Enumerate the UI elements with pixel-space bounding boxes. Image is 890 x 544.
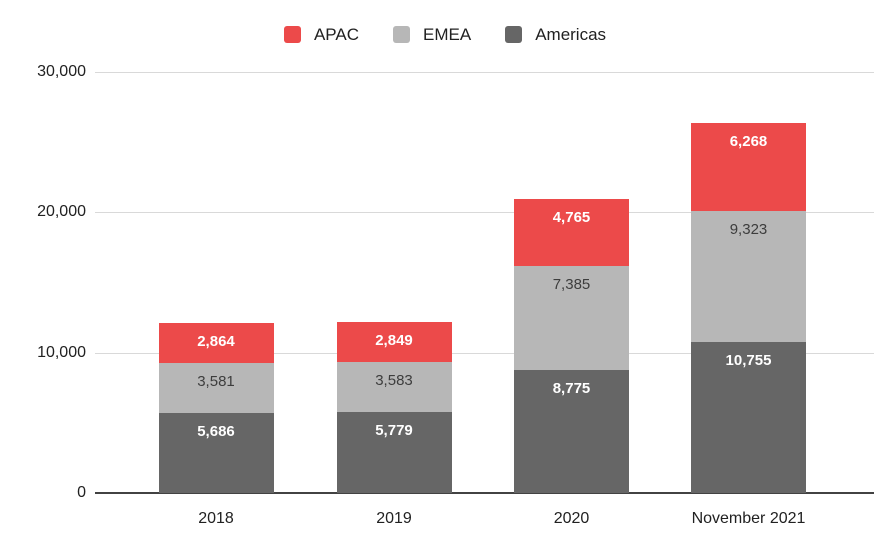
bar-segment-emea-2020: 7,385 xyxy=(514,266,629,370)
y-axis-tick-label: 20,000 xyxy=(37,203,86,221)
legend-label: EMEA xyxy=(423,25,472,44)
legend-label: Americas xyxy=(535,25,607,44)
data-label: 3,581 xyxy=(197,372,235,390)
legend-swatch-icon xyxy=(283,26,301,43)
legend-item-apac: APAC xyxy=(283,25,359,44)
bar-segment-apac-2018: 2,864 xyxy=(158,322,274,363)
data-label: 6,268 xyxy=(729,133,768,151)
data-label: 5,686 xyxy=(197,423,235,441)
data-label: 10,755 xyxy=(725,352,772,370)
data-label: 8,775 xyxy=(552,379,591,397)
bar-segment-americas-2018: 5,686 xyxy=(158,413,274,493)
data-label: 9,323 xyxy=(729,221,768,239)
gridline-10000 xyxy=(95,352,874,354)
bar-segment-americas-2020: 8,775 xyxy=(514,369,629,493)
y-axis-tick-label: 10,000 xyxy=(37,343,86,361)
x-axis-tick-label: 2019 xyxy=(376,510,412,527)
y-axis-tick-label: 0 xyxy=(77,484,86,501)
bar-segment-apac-november-2021: 6,268 xyxy=(691,123,806,212)
bar-segment-emea-november-2021: 9,323 xyxy=(691,211,806,343)
legend-item-emea: EMEA xyxy=(393,26,471,43)
x-axis-line xyxy=(95,492,874,494)
data-label: 2,849 xyxy=(375,331,413,349)
x-axis-tick-label: 2018 xyxy=(198,510,234,527)
legend-label: APAC xyxy=(313,25,359,44)
gridline-30000 xyxy=(95,72,874,73)
chart-legend: APAC EMEA Americas xyxy=(0,26,890,43)
data-label: 4,765 xyxy=(552,209,591,227)
gridline-20000 xyxy=(95,212,874,214)
data-label: 3,583 xyxy=(375,371,413,389)
data-label: 2,864 xyxy=(197,332,235,350)
bar-segment-americas-2019: 5,779 xyxy=(336,411,452,493)
data-label: 5,779 xyxy=(375,421,413,439)
x-axis-tick-label: 2020 xyxy=(553,510,590,527)
bar-segment-apac-2019: 2,849 xyxy=(336,321,452,362)
bar-segment-emea-2019: 3,583 xyxy=(336,361,452,412)
x-axis-tick-label: November 2021 xyxy=(691,510,806,527)
y-axis-tick-label: 30,000 xyxy=(37,63,86,80)
legend-item-americas: Americas xyxy=(505,26,606,43)
bar-segment-apac-2020: 4,765 xyxy=(514,199,629,267)
bar-segment-emea-2018: 3,581 xyxy=(158,362,274,414)
bar-segment-americas-november-2021: 10,755 xyxy=(691,342,806,493)
legend-swatch-icon xyxy=(505,26,523,43)
data-label: 7,385 xyxy=(552,276,591,294)
legend-swatch-icon xyxy=(393,26,410,43)
